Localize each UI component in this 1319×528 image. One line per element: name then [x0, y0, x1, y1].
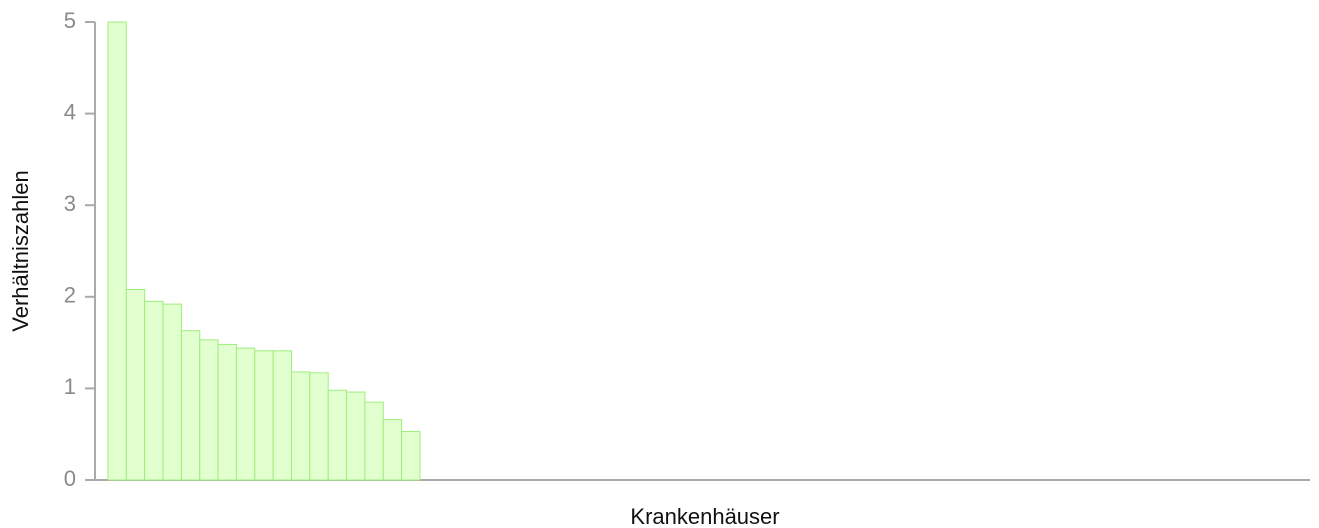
y-tick-label: 2 [64, 283, 76, 308]
bar [199, 339, 219, 481]
bar [401, 430, 421, 481]
y-tick-label: 5 [64, 8, 76, 33]
bar [364, 401, 384, 481]
x-axis-title: Krankenhäuser [630, 504, 779, 528]
y-tick-label: 3 [64, 191, 76, 216]
y-tick-label: 0 [64, 466, 76, 491]
bar [217, 343, 237, 481]
bar [162, 303, 182, 481]
bar [291, 371, 311, 481]
bar [272, 350, 292, 481]
bar [327, 389, 348, 481]
bar [382, 419, 403, 481]
bar [107, 21, 127, 481]
bar [254, 350, 274, 481]
y-tick-label: 1 [64, 374, 76, 399]
bar [144, 300, 164, 481]
bar [235, 347, 256, 481]
bar [309, 372, 329, 481]
bar [125, 288, 146, 481]
y-axis-title: Verhältniszahlen [8, 170, 33, 331]
y-tick-label: 4 [64, 99, 76, 124]
bar [346, 391, 366, 481]
bar [180, 330, 201, 481]
